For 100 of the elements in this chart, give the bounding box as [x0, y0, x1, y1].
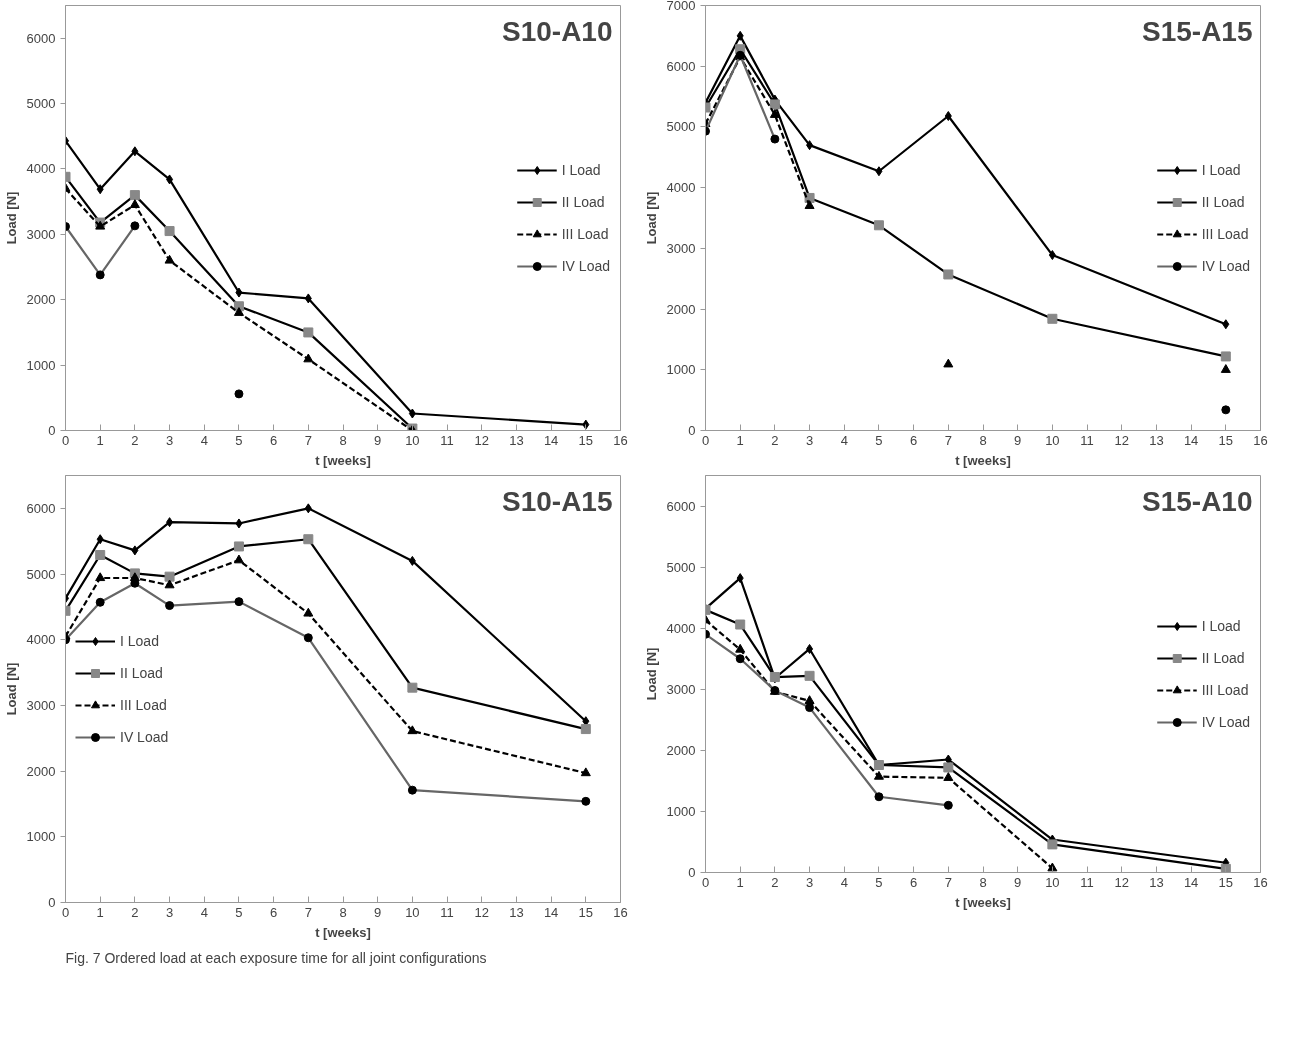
- x-tick-label: 8: [979, 874, 987, 890]
- x-tick-label: 0: [701, 874, 710, 890]
- x-tick-label: 8: [339, 432, 347, 448]
- y-tick-label: 1000: [26, 357, 56, 373]
- y-tick-label: 7000: [666, 0, 696, 13]
- legend-label: IV Load: [120, 728, 169, 745]
- y-tick-label: 6000: [26, 500, 56, 516]
- x-tick-label: 14: [1183, 432, 1199, 448]
- x-tick-label: 1: [736, 432, 744, 448]
- y-tick-label: 2000: [26, 763, 56, 779]
- y-axis-title: Load [N]: [3, 662, 19, 716]
- legend-label: I Load: [561, 161, 601, 178]
- y-tick-label: 3000: [666, 240, 696, 256]
- y-tick-label: 5000: [666, 559, 696, 575]
- legend-label: II Load: [561, 193, 605, 210]
- y-tick-label: 3000: [26, 226, 56, 242]
- x-tick-label: 16: [613, 904, 628, 920]
- x-tick-label: 14: [1183, 874, 1199, 890]
- x-tick-label: 0: [61, 904, 70, 920]
- x-tick-label: 14: [543, 432, 559, 448]
- x-axis-title: t [weeks]: [955, 452, 1011, 468]
- x-tick-label: 13: [509, 432, 524, 448]
- x-tick-label: 0: [701, 432, 710, 448]
- x-tick-label: 7: [944, 874, 952, 890]
- x-tick-label: 4: [840, 874, 848, 890]
- y-tick-label: 4000: [26, 632, 56, 648]
- y-tick-label: 2000: [666, 742, 696, 758]
- y-tick-label: 3000: [666, 681, 696, 697]
- legend-label: I Load: [120, 632, 159, 649]
- legend-label: IV Load: [1201, 257, 1250, 274]
- x-tick-label: 3: [805, 874, 814, 890]
- x-tick-label: 9: [1014, 432, 1022, 448]
- y-tick-label: 4000: [26, 161, 56, 177]
- legend-label: III Load: [561, 225, 609, 242]
- y-axis-title: Load [N]: [643, 647, 659, 701]
- x-tick-label: 2: [771, 432, 779, 448]
- legend-label: III Load: [120, 696, 167, 713]
- x-tick-label: 5: [875, 432, 883, 448]
- legend-label: II Load: [120, 664, 163, 681]
- x-tick-label: 10: [405, 432, 420, 448]
- x-tick-label: 1: [736, 874, 744, 890]
- x-tick-label: 13: [1149, 874, 1164, 890]
- y-tick-label: 5000: [26, 566, 56, 582]
- x-tick-label: 2: [131, 904, 139, 920]
- x-tick-label: 6: [270, 904, 278, 920]
- legend-label: II Load: [1201, 193, 1245, 210]
- x-tick-label: 5: [235, 432, 243, 448]
- x-tick-label: 5: [235, 904, 243, 920]
- x-tick-label: 11: [1080, 432, 1094, 448]
- x-tick-label: 11: [1080, 874, 1094, 890]
- chart-title: S15-A10: [1141, 485, 1253, 517]
- x-tick-label: 15: [1218, 874, 1234, 890]
- x-tick-label: 4: [200, 904, 208, 920]
- legend-label: III Load: [1201, 225, 1249, 242]
- x-tick-label: 16: [1253, 432, 1268, 448]
- x-tick-label: 10: [1045, 874, 1060, 890]
- x-tick-label: 6: [910, 874, 918, 890]
- x-tick-label: 1: [96, 432, 104, 448]
- y-tick-label: 6000: [26, 30, 56, 46]
- y-tick-label: 5000: [26, 96, 56, 112]
- x-tick-label: 11: [440, 904, 454, 920]
- y-axis-title: Load [N]: [3, 191, 19, 245]
- x-tick-label: 2: [771, 874, 779, 890]
- legend-label: IV Load: [1201, 713, 1250, 730]
- x-tick-label: 12: [1114, 432, 1129, 448]
- x-tick-label: 10: [405, 904, 420, 920]
- x-tick-label: 3: [165, 432, 174, 448]
- caption: Fig. 7 Ordered load at each exposure time for all joint configurations: [65, 949, 487, 966]
- x-axis-title: t [weeks]: [955, 894, 1011, 910]
- x-axis-title: t [weeks]: [315, 452, 371, 468]
- legend-label: I Load: [1201, 617, 1241, 634]
- x-tick-label: 12: [474, 432, 489, 448]
- y-tick-label: 6000: [666, 58, 696, 74]
- x-tick-label: 15: [578, 904, 594, 920]
- x-tick-label: 3: [165, 904, 174, 920]
- legend-label: II Load: [1201, 649, 1245, 666]
- legend-label: IV Load: [561, 257, 610, 274]
- x-tick-label: 8: [979, 432, 987, 448]
- x-tick-label: 3: [805, 432, 814, 448]
- x-tick-label: 4: [840, 432, 848, 448]
- x-tick-label: 12: [474, 904, 489, 920]
- y-axis-title: Load [N]: [643, 191, 659, 245]
- x-tick-label: 16: [613, 432, 628, 448]
- x-tick-label: 6: [270, 432, 278, 448]
- x-tick-label: 5: [875, 874, 883, 890]
- chart-title: S10-A15: [501, 485, 613, 517]
- x-tick-label: 15: [1218, 432, 1234, 448]
- y-tick-label: 2000: [26, 292, 56, 308]
- x-tick-label: 9: [374, 432, 382, 448]
- x-tick-label: 14: [543, 904, 559, 920]
- x-tick-label: 13: [509, 904, 524, 920]
- x-tick-label: 16: [1253, 874, 1268, 890]
- x-tick-label: 12: [1114, 874, 1129, 890]
- y-tick-label: 5000: [666, 119, 696, 135]
- x-tick-label: 0: [61, 432, 70, 448]
- x-tick-label: 1: [96, 904, 104, 920]
- y-tick-label: 1000: [666, 803, 696, 819]
- chart-title: S10-A10: [501, 15, 613, 47]
- chart-title: S15-A15: [1141, 15, 1253, 47]
- legend-label: I Load: [1201, 161, 1241, 178]
